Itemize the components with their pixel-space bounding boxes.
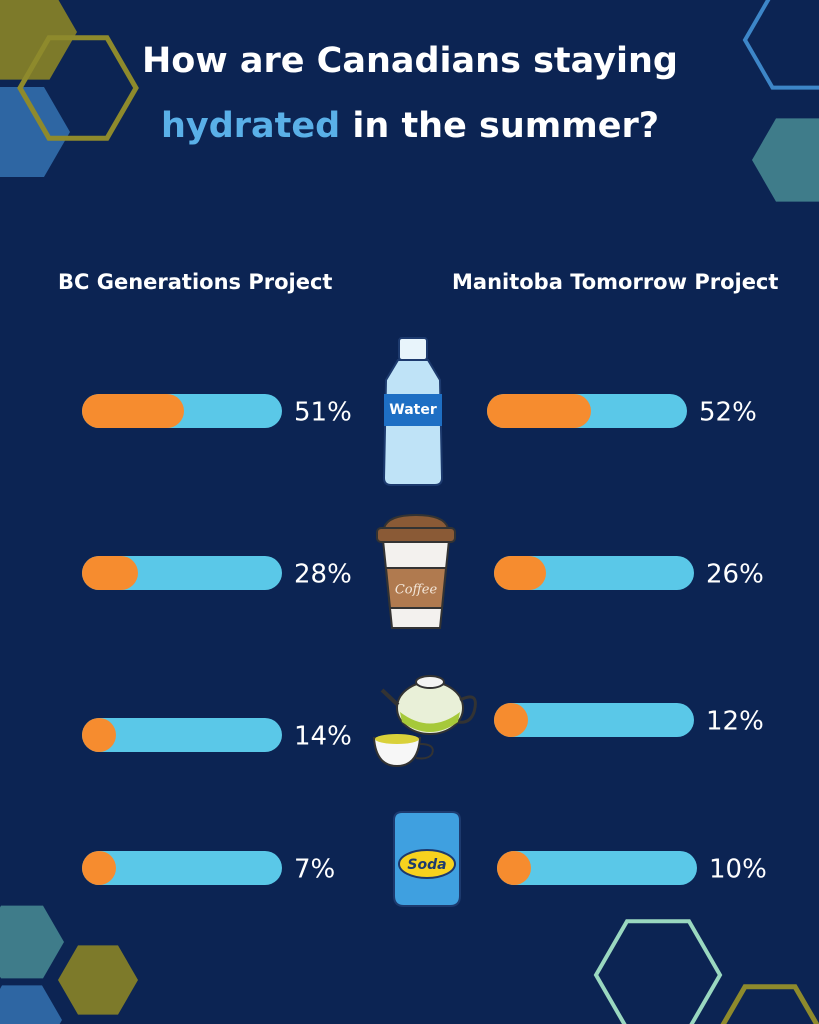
bar <box>82 851 116 885</box>
value-label: 26% <box>706 560 764 590</box>
hexagon <box>720 984 819 1024</box>
hexagon <box>593 919 723 1024</box>
hexagon <box>752 118 819 202</box>
hexagon <box>17 35 139 141</box>
value-label: 14% <box>294 722 352 752</box>
title-line: How are Canadians staying <box>142 41 678 81</box>
teapot <box>372 675 477 768</box>
icon-label: Coffee <box>395 583 438 598</box>
bar <box>494 556 546 590</box>
bar <box>497 851 531 885</box>
value-label: 28% <box>294 560 352 590</box>
hexagon <box>0 0 77 80</box>
bar-track <box>494 703 694 737</box>
value-label: 51% <box>294 398 352 428</box>
bar-track <box>494 556 694 590</box>
hexagon <box>0 985 62 1024</box>
hexagon <box>58 945 138 1015</box>
bar-track <box>82 851 282 885</box>
soda-can: Soda <box>393 811 461 907</box>
bars: 51% 28% 14% 7% 52% 26% 12% 10% <box>82 394 767 885</box>
title-line: hydrated in the summer? <box>161 106 659 146</box>
water-bottle: Water <box>382 337 444 486</box>
title-rest: in the summer? <box>352 106 659 146</box>
icon-label: Water <box>389 402 437 418</box>
value-label: 10% <box>709 855 767 885</box>
value-label: 7% <box>294 855 335 885</box>
bar <box>82 718 116 752</box>
bar <box>82 394 184 428</box>
icon-label: Soda <box>407 857 446 873</box>
bar <box>494 703 528 737</box>
bar-track <box>497 851 697 885</box>
hexagon <box>742 0 819 90</box>
title-highlight: hydrated <box>161 106 340 146</box>
icons: Water Coffee Soda <box>372 337 477 907</box>
value-label: 52% <box>699 398 757 428</box>
bar-track <box>82 718 282 752</box>
chart-title: Manitoba Tomorrow Project <box>452 270 778 294</box>
chart-title: BC Generations Project <box>58 270 332 294</box>
coffee-cup: Coffee <box>376 513 456 629</box>
bar <box>487 394 591 428</box>
value-label: 12% <box>706 707 764 737</box>
bar <box>82 556 138 590</box>
hexagon <box>0 86 70 178</box>
hexagon <box>0 905 64 979</box>
